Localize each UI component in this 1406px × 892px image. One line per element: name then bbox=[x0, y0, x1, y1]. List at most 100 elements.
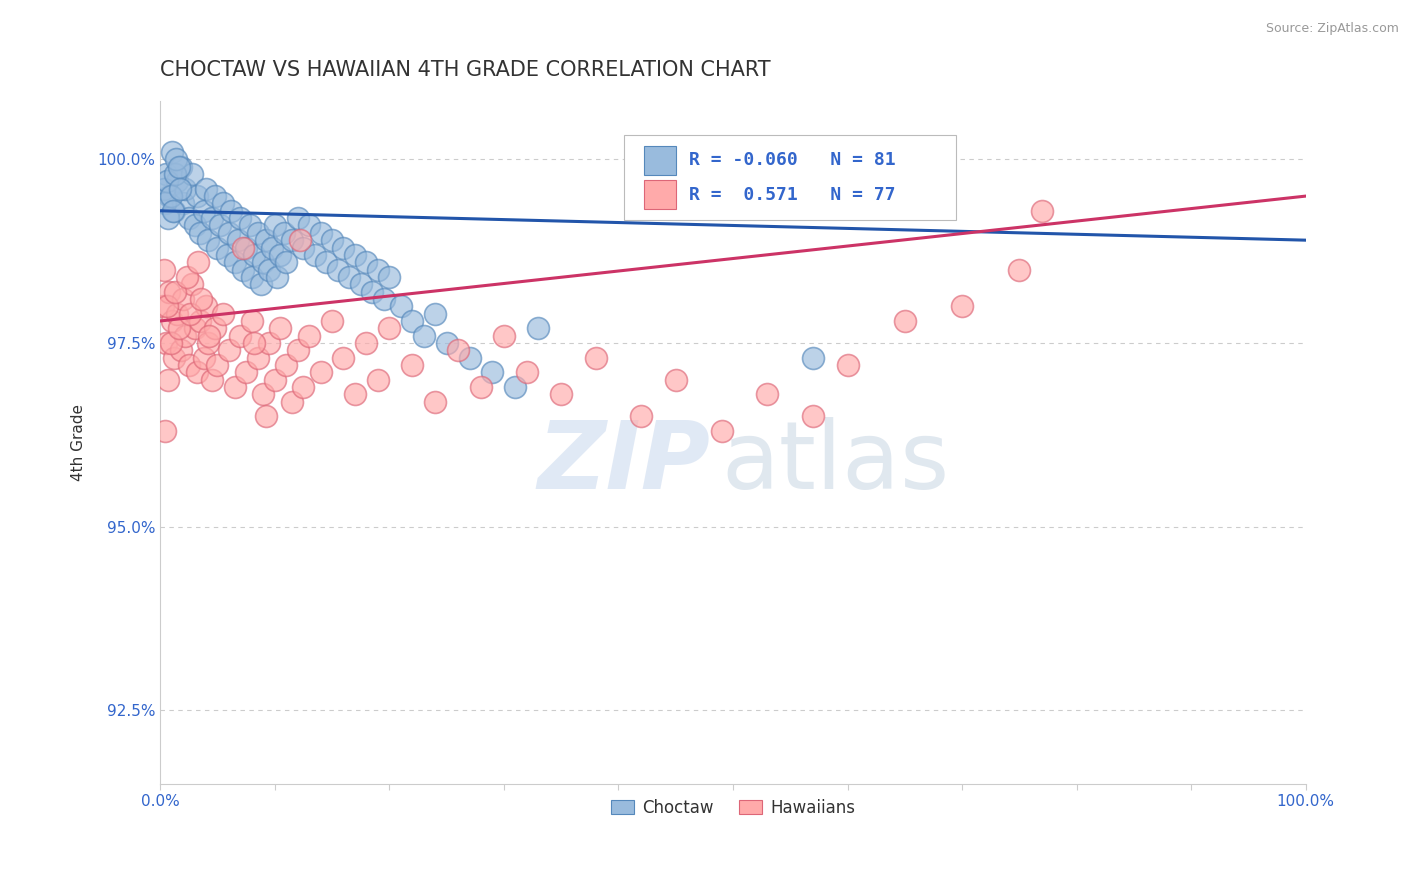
Point bbox=[240, 269, 263, 284]
Point bbox=[170, 160, 193, 174]
Point bbox=[198, 328, 221, 343]
Text: Source: ZipAtlas.com: Source: ZipAtlas.com bbox=[1265, 22, 1399, 36]
Point bbox=[263, 373, 285, 387]
Point bbox=[337, 269, 360, 284]
Point bbox=[378, 269, 401, 284]
Point bbox=[389, 299, 412, 313]
Point bbox=[190, 292, 212, 306]
Point bbox=[292, 380, 315, 394]
Point bbox=[801, 409, 824, 424]
Point bbox=[250, 277, 273, 292]
Point bbox=[235, 365, 257, 379]
Point bbox=[226, 233, 249, 247]
Point bbox=[326, 262, 349, 277]
Point bbox=[269, 248, 291, 262]
Point bbox=[1031, 203, 1053, 218]
Point bbox=[266, 269, 288, 284]
Point bbox=[367, 262, 389, 277]
Point bbox=[219, 203, 242, 218]
Point bbox=[163, 203, 186, 218]
Point bbox=[276, 358, 298, 372]
Point bbox=[321, 233, 343, 247]
Point bbox=[756, 387, 779, 401]
Point bbox=[177, 211, 200, 226]
Point bbox=[630, 409, 652, 424]
Point bbox=[181, 277, 204, 292]
Point bbox=[527, 321, 550, 335]
Point bbox=[212, 196, 235, 211]
Point bbox=[273, 226, 295, 240]
Point bbox=[183, 321, 205, 335]
Point bbox=[246, 351, 269, 365]
Point bbox=[197, 336, 219, 351]
Point bbox=[229, 211, 252, 226]
Point bbox=[183, 219, 205, 233]
Point bbox=[159, 189, 181, 203]
Legend: Choctaw, Hawaiians: Choctaw, Hawaiians bbox=[605, 792, 862, 823]
Point bbox=[156, 174, 179, 188]
Point bbox=[170, 343, 193, 358]
Point bbox=[186, 189, 208, 203]
Point bbox=[373, 292, 395, 306]
Point bbox=[257, 336, 280, 351]
Point bbox=[281, 394, 304, 409]
Point bbox=[332, 351, 354, 365]
Point bbox=[240, 314, 263, 328]
Point bbox=[204, 321, 226, 335]
Point bbox=[298, 328, 321, 343]
Text: CHOCTAW VS HAWAIIAN 4TH GRADE CORRELATION CHART: CHOCTAW VS HAWAIIAN 4TH GRADE CORRELATIO… bbox=[160, 60, 770, 79]
Point bbox=[166, 174, 188, 188]
Point bbox=[412, 328, 434, 343]
Point bbox=[516, 365, 538, 379]
Point bbox=[254, 409, 277, 424]
Point bbox=[292, 240, 315, 254]
Point bbox=[246, 226, 269, 240]
Point bbox=[481, 365, 503, 379]
Point bbox=[309, 226, 332, 240]
Point bbox=[238, 219, 260, 233]
Point bbox=[309, 365, 332, 379]
Point bbox=[252, 255, 274, 269]
Point bbox=[156, 299, 179, 313]
Point bbox=[367, 373, 389, 387]
Point bbox=[188, 226, 211, 240]
Point bbox=[160, 314, 183, 328]
Point bbox=[152, 262, 174, 277]
Point bbox=[153, 424, 176, 438]
Point bbox=[401, 314, 423, 328]
Text: R =  0.571   N = 77: R = 0.571 N = 77 bbox=[689, 186, 896, 203]
Point bbox=[174, 182, 197, 196]
Point bbox=[157, 189, 180, 203]
Point bbox=[167, 160, 190, 174]
Point bbox=[197, 233, 219, 247]
Point bbox=[152, 299, 174, 313]
Point bbox=[159, 336, 181, 351]
Point bbox=[361, 285, 384, 299]
Point bbox=[229, 328, 252, 343]
Point bbox=[193, 203, 215, 218]
Point bbox=[195, 182, 218, 196]
Point bbox=[470, 380, 492, 394]
Point bbox=[321, 314, 343, 328]
Point bbox=[254, 233, 277, 247]
Point bbox=[801, 351, 824, 365]
Text: atlas: atlas bbox=[721, 417, 950, 508]
Point bbox=[332, 240, 354, 254]
Point bbox=[447, 343, 470, 358]
Point bbox=[288, 233, 311, 247]
Point bbox=[165, 167, 187, 181]
Point bbox=[195, 299, 218, 313]
Point bbox=[287, 343, 309, 358]
Point bbox=[218, 343, 240, 358]
Point bbox=[169, 182, 191, 196]
Point bbox=[950, 299, 973, 313]
Point bbox=[187, 255, 209, 269]
Point bbox=[201, 211, 224, 226]
Point bbox=[665, 373, 688, 387]
Point bbox=[157, 373, 180, 387]
Point bbox=[208, 219, 231, 233]
Point bbox=[298, 219, 321, 233]
Point bbox=[212, 307, 235, 321]
Point bbox=[436, 336, 458, 351]
Point bbox=[378, 321, 401, 335]
